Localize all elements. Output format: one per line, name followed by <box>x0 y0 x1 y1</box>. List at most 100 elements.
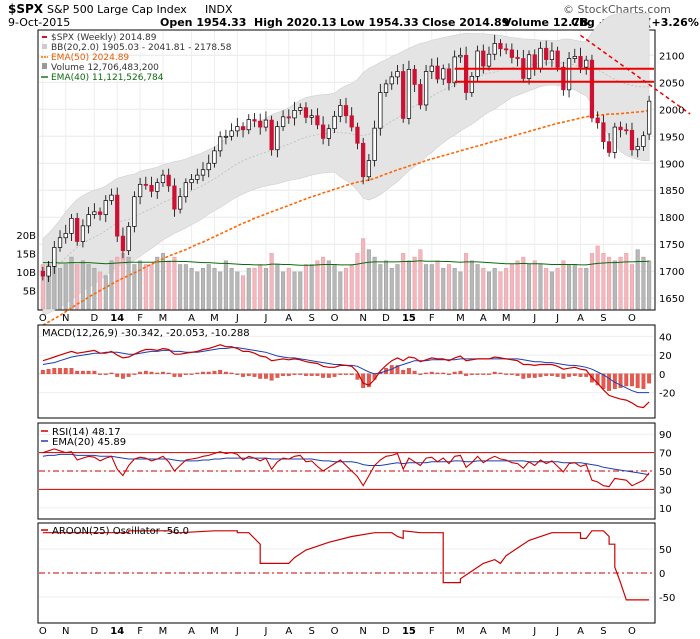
volume-bar <box>258 264 263 310</box>
macd-hist-bar <box>561 373 566 379</box>
candle-body <box>343 105 349 117</box>
volume-bar <box>475 264 480 310</box>
price-tick-label: 1900 <box>659 159 684 170</box>
rsi-ema-line <box>42 453 650 476</box>
x-tick-label: O <box>628 313 636 324</box>
candle-body <box>309 115 314 118</box>
legend-swatch-volume <box>42 63 47 69</box>
x-tick-label: 15 <box>402 313 416 324</box>
volume-bar <box>218 271 223 310</box>
volume-bar <box>469 260 474 310</box>
x-tick-label: 14 <box>110 313 124 324</box>
macd-hist-bar <box>69 368 74 374</box>
candle-body <box>218 136 223 152</box>
candle-body <box>178 196 183 210</box>
candle-body <box>629 129 635 151</box>
volume-bar <box>69 256 74 310</box>
volume-bar <box>263 267 268 310</box>
candle-body <box>378 92 383 129</box>
volume-bar <box>395 264 400 310</box>
volume-bar <box>629 264 635 310</box>
x-tick-label: O <box>331 313 339 324</box>
bollinger-middle-line <box>42 62 650 278</box>
candle-body <box>80 225 86 242</box>
macd-histogram <box>40 365 652 391</box>
candle-body <box>275 126 280 151</box>
candle-body <box>566 58 572 91</box>
macd-hist-bar <box>338 373 343 375</box>
candle-body <box>498 43 503 50</box>
candle-body <box>606 141 612 153</box>
macd-hist-bar <box>155 372 160 374</box>
candle-body <box>132 196 137 227</box>
x-tick-label: J <box>235 313 239 324</box>
x-tick-label: 14 <box>110 626 124 637</box>
candle-body <box>86 214 91 227</box>
macd-hist-bar <box>515 373 520 376</box>
macd-hist-bar <box>126 373 131 377</box>
macd-hist-bar <box>412 370 417 374</box>
candle-body <box>584 59 589 68</box>
x-tick-label: S <box>309 313 315 324</box>
volume-bar <box>80 260 85 310</box>
candle-body <box>189 179 194 184</box>
candle-body <box>361 142 366 178</box>
candle-body <box>383 83 389 93</box>
candle-body <box>166 174 171 187</box>
price-tick-label: 1750 <box>659 240 684 251</box>
candle-body <box>298 107 303 111</box>
aroon-tick-label: 0 <box>659 569 665 580</box>
volume-bar <box>647 260 652 310</box>
macd-hist-bar <box>326 373 331 378</box>
volume-bar <box>412 256 417 310</box>
x-tick-label: A <box>480 313 487 324</box>
candle-body <box>458 54 463 58</box>
volume-bar <box>378 264 383 310</box>
volume-bar <box>509 264 514 310</box>
macd-hist-bar <box>201 371 205 374</box>
candle-body <box>126 226 131 252</box>
volume-tick-label: 5B <box>23 286 36 297</box>
volume-bar <box>338 271 343 310</box>
volume-bar <box>561 260 566 310</box>
volume-bar <box>235 271 240 310</box>
price-tick-label: 1800 <box>659 213 684 224</box>
macd-hist-bar <box>435 372 440 374</box>
volume-bar <box>292 271 297 310</box>
volume-bar <box>515 260 520 310</box>
exchange-label: INDX <box>205 3 233 16</box>
candle-body <box>509 49 514 58</box>
volume-bar <box>252 267 257 310</box>
volume-bar <box>521 256 526 310</box>
candle-body <box>149 185 154 192</box>
candle-body <box>589 59 595 119</box>
candle-body <box>320 124 326 139</box>
macd-hist-bar <box>143 370 148 374</box>
macd-hist-bar <box>469 373 474 375</box>
high-value: High 2020.13 <box>254 16 337 29</box>
macd-hist-bar <box>527 373 531 378</box>
x-tick-label: O <box>39 313 47 324</box>
macd-hist-bar <box>206 371 211 374</box>
candle-body <box>429 65 434 72</box>
volume-tick-label: 15B <box>16 249 36 260</box>
volume-bar <box>589 253 594 310</box>
candle-body <box>595 117 600 124</box>
candle-body <box>206 162 211 171</box>
volume-bar <box>532 260 537 310</box>
macd-tick-label: 0 <box>659 370 665 381</box>
candle-body <box>395 71 400 78</box>
x-axis-bottom: O N D 14 F M A M J J A S O N D 15 F M A M J J A S O <box>39 626 636 637</box>
brand-logo: © StockCharts.com <box>563 3 671 16</box>
macd-hist-bar <box>452 371 457 374</box>
volume-bar <box>303 264 308 310</box>
volume-bar <box>618 256 623 310</box>
x-tick-label: M <box>210 313 219 324</box>
volume-bar <box>486 271 492 310</box>
macd-hist-bar <box>509 373 514 375</box>
macd-hist-bar <box>464 373 469 376</box>
volume-bar <box>612 260 617 310</box>
macd-hist-bar <box>309 373 314 376</box>
